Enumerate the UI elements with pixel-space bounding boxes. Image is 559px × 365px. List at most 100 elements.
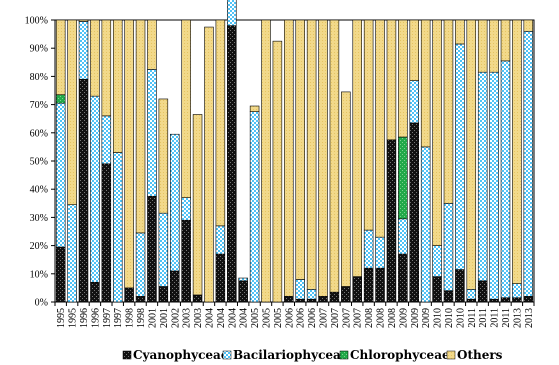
x-tick-label: 2010 xyxy=(455,308,466,328)
bar-segment-others xyxy=(135,19,146,234)
y-tick-label: 30% xyxy=(30,213,48,224)
legend-swatch-chlorophyceae xyxy=(339,350,349,360)
bar-segment-bacilariophyceae xyxy=(455,43,465,270)
bar-segment-others xyxy=(409,19,419,81)
x-tick-label: 2011 xyxy=(467,308,478,328)
bar-segment-cyanophyceae xyxy=(341,286,351,303)
bar-segment-bacilariophyceae xyxy=(158,212,169,287)
bar-segment-bacilariophyceae xyxy=(55,102,66,248)
x-tick-label: 2011 xyxy=(478,308,489,328)
x-tick-label: 2011 xyxy=(490,308,501,328)
x-tick-label: 2007 xyxy=(341,308,352,328)
bar-segment-others xyxy=(375,19,385,238)
x-tick-label: 2005 xyxy=(250,308,261,328)
bar-segment-others xyxy=(272,40,283,303)
x-tick-label: 2001 xyxy=(147,308,158,328)
bar-segment-cyanophyceae xyxy=(147,195,157,303)
bar-segment-bacilariophyceae xyxy=(78,21,89,80)
bar-segment-bacilariophyceae xyxy=(181,197,191,221)
legend-swatch-cyanophyceae xyxy=(122,350,132,360)
bar-segment-bacilariophyceae xyxy=(512,283,522,299)
x-tick-label: 2013 xyxy=(524,308,535,328)
x-tick-label: 2010 xyxy=(433,308,444,328)
bar-segment-others xyxy=(204,26,214,303)
bar-segment-cyanophyceae xyxy=(215,253,226,303)
y-tick-label: 0% xyxy=(35,298,48,309)
x-tick-label: 2013 xyxy=(512,308,523,328)
x-tick-label: 2005 xyxy=(273,308,284,328)
legend-label-chlorophyceae: Chlorophyceae xyxy=(350,348,450,362)
bar-segment-bacilariophyceae xyxy=(363,229,374,269)
legend-label-others: Others xyxy=(457,348,503,362)
legend: Cyanophyceae Bacilariophyceae Chlorophyc… xyxy=(122,348,503,362)
bar-segment-cyanophyceae xyxy=(489,298,499,303)
y-tick-label: 40% xyxy=(30,185,48,196)
x-tick-label: 2009 xyxy=(410,308,421,328)
bar-segment-bacilariophyceae xyxy=(238,277,248,282)
bar-segment-cyanophyceae xyxy=(306,298,317,303)
bar-segment-others xyxy=(455,19,465,45)
x-tick-label: 1995 xyxy=(68,308,79,328)
bar-segment-cyanophyceae xyxy=(284,296,294,303)
y-tick-label: 90% xyxy=(30,44,48,55)
x-tick-label: 2008 xyxy=(376,308,387,328)
bar-segment-others xyxy=(477,19,488,73)
x-axis: 1995 1995 1996 1996 1997 1997 1998 1998 2001 2001… xyxy=(54,302,535,328)
x-tick-label: 2009 xyxy=(421,308,432,328)
y-tick-label: 60% xyxy=(30,128,48,139)
x-tick-label: 2009 xyxy=(398,308,409,328)
bar-segment-bacilariophyceae xyxy=(432,245,442,277)
x-tick-label: 2008 xyxy=(387,308,398,328)
x-tick-label: 2008 xyxy=(364,308,375,328)
bar-segment-others xyxy=(500,19,511,62)
x-tick-label: 2006 xyxy=(284,308,295,328)
bar-segment-cyanophyceae xyxy=(352,276,362,303)
bar-segment-cyanophyceae xyxy=(386,139,397,303)
legend-swatch-bacilariophyceae xyxy=(222,350,232,360)
x-tick-label: 2007 xyxy=(330,308,341,328)
bar-segment-cyanophyceae xyxy=(192,294,203,303)
bar-segment-others xyxy=(124,19,134,289)
y-tick-label: 10% xyxy=(30,269,48,280)
x-tick-label: 1996 xyxy=(90,308,101,328)
bar-segment-cyanophyceae xyxy=(90,281,100,303)
bar-segment-others xyxy=(523,19,534,32)
bar-segment-cyanophyceae xyxy=(443,290,454,303)
bar-segment-cyanophyceae xyxy=(375,267,385,303)
bar-segment-others xyxy=(489,19,499,73)
y-tick-label: 50% xyxy=(30,157,48,168)
bar-segment-bacilariophyceae xyxy=(477,71,488,282)
bar-segment-cyanophyceae xyxy=(318,296,328,303)
bar-segment-cyanophyceae xyxy=(158,286,169,303)
x-tick-label: 2006 xyxy=(296,308,307,328)
bar-segment-chlorophyceae xyxy=(55,94,66,104)
bar-segment-others xyxy=(67,19,77,206)
legend-item-bacilariophyceae: Bacilariophyceae xyxy=(222,348,349,362)
x-tick-label: 2005 xyxy=(261,308,272,328)
y-axis: 0% 10% 20% 30% 40% 50% 60% 70% 80% 90% 100% xyxy=(25,16,55,309)
x-tick-label: 2006 xyxy=(307,308,318,328)
x-tick-label: 2003 xyxy=(182,308,193,328)
bar-segment-others xyxy=(363,19,374,231)
bar-segment-cyanophyceae xyxy=(398,253,408,303)
bar-segment-others xyxy=(112,19,123,153)
legend-item-chlorophyceae: Chlorophyceae xyxy=(339,348,450,362)
x-tick-label: 2002 xyxy=(170,308,181,328)
bar-segment-bacilariophyceae xyxy=(398,218,408,255)
legend-label-bacilariophyceae: Bacilariophyceae xyxy=(233,348,349,362)
bar-segment-others xyxy=(284,19,294,297)
bar-segment-bacilariophyceae xyxy=(295,279,305,300)
x-tick-label: 2003 xyxy=(193,308,204,328)
bar-segment-others xyxy=(443,19,454,204)
x-tick-label: 2001 xyxy=(159,308,170,328)
legend-item-others: Others xyxy=(446,348,503,362)
bar-segment-bacilariophyceae xyxy=(409,80,419,124)
bar-segment-others xyxy=(261,19,271,303)
legend-swatch-others xyxy=(446,350,456,360)
bar-segment-others xyxy=(398,19,408,138)
bar-segment-cyanophyceae xyxy=(409,122,419,303)
bars-group xyxy=(55,0,534,303)
x-tick-label: 2011 xyxy=(501,308,512,328)
bar-segment-others xyxy=(90,19,100,97)
